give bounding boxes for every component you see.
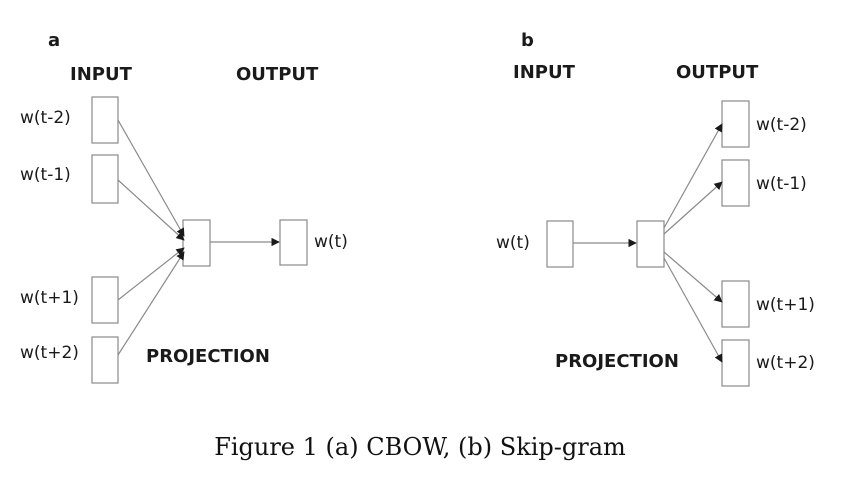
panel-b-edge-1: [663, 123, 723, 229]
panel-b-output-box-2: [721, 159, 750, 207]
panel-a-input-box-3: [91, 276, 119, 324]
panel-a-edge-1: [117, 119, 185, 237]
panel-b-output-label-1: w(t-2): [756, 115, 807, 135]
figure-caption: Figure 1 (a) CBOW, (b) Skip-gram: [214, 433, 626, 461]
panel-b-input-box: [546, 220, 574, 268]
panel-b-projection-label: PROJECTION: [555, 351, 679, 372]
panel-b-output-label-3: w(t+1): [756, 295, 815, 315]
panel-b-edge-3: [663, 251, 723, 303]
panel-a-input-box-2: [91, 154, 119, 204]
panel-b-output-header: OUTPUT: [676, 62, 759, 83]
panel-a-output-label: w(t): [314, 232, 348, 252]
panel-a-input-box-4: [91, 336, 119, 384]
panel-a-input-label-4: w(t+2): [20, 343, 79, 363]
panel-a-input-label-1: w(t-2): [20, 108, 71, 128]
panel-b-edge-2: [663, 181, 723, 235]
panel-b-skipgram: b INPUT OUTPUT w(t) w(t-2) w(t-1) w(t+1)…: [496, 30, 815, 387]
panel-b-output-box-3: [721, 280, 750, 328]
panel-b-input-header: INPUT: [513, 62, 576, 83]
panel-a-projection-label: PROJECTION: [146, 346, 270, 367]
panel-a-projection-box: [182, 219, 211, 267]
panel-a-edge-3: [117, 247, 185, 301]
panel-a-input-box-1: [91, 96, 119, 144]
panel-a-edge-4: [117, 251, 185, 356]
panel-b-output-label-2: w(t-1): [756, 174, 807, 194]
panel-a-input-label-3: w(t+1): [20, 288, 79, 308]
panel-a-cbow: a INPUT OUTPUT w(t-2) w(t-1) w(t+1) w(t+…: [20, 30, 348, 384]
panel-a-input-header: INPUT: [70, 64, 133, 85]
panel-b-letter: b: [521, 30, 534, 51]
panel-a-output-header: OUTPUT: [236, 64, 319, 85]
panel-a-edge-2: [117, 179, 185, 241]
panel-a-input-label-2: w(t-1): [20, 165, 71, 185]
panel-b-projection-box: [636, 220, 665, 268]
panel-b-output-label-4: w(t+2): [756, 353, 815, 373]
panel-a-output-box: [279, 219, 308, 266]
panel-b-input-label: w(t): [496, 233, 530, 253]
panel-b-output-box-4: [721, 339, 750, 387]
panel-b-edge-4: [663, 257, 723, 363]
panel-a-letter: a: [48, 30, 60, 51]
panel-b-output-box-1: [721, 100, 750, 148]
